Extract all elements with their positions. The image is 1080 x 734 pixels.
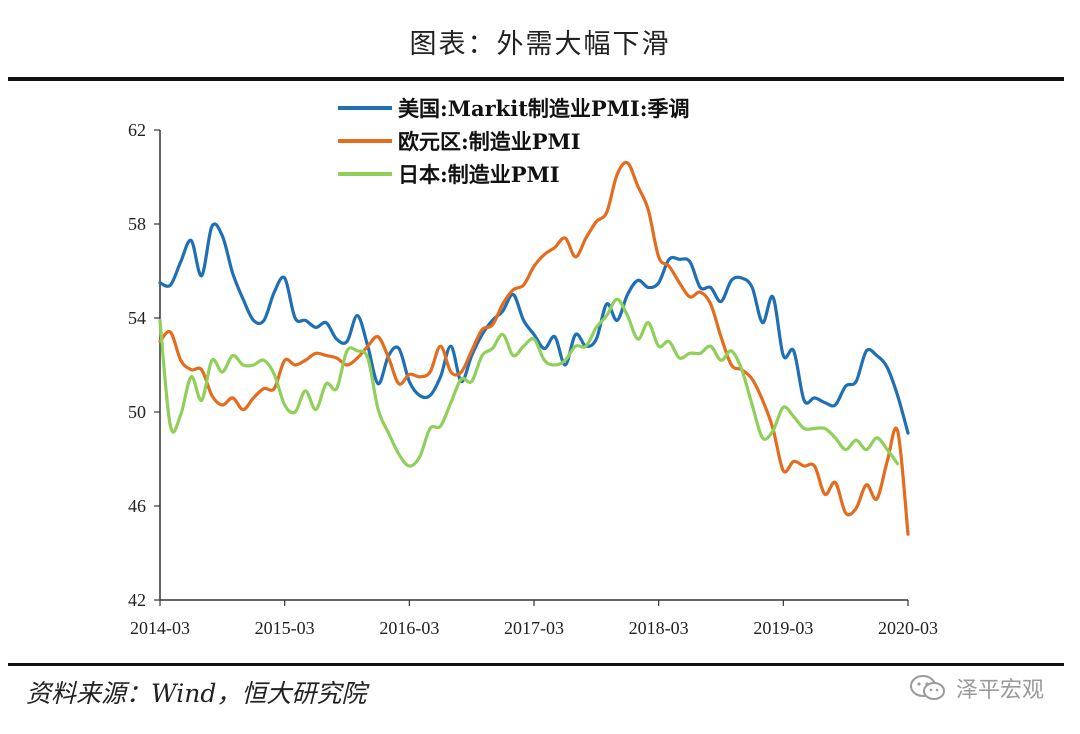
x-tick-label: 2015-03	[255, 618, 315, 638]
brand-watermark: 泽平宏观	[908, 672, 1044, 704]
y-tick-label: 62	[128, 120, 146, 140]
x-tick-label: 2016-03	[379, 618, 439, 638]
source-note: 资料来源：Wind，恒大研究院	[26, 679, 367, 708]
legend-label-1: 欧元区:制造业PMI	[398, 129, 581, 154]
y-tick-label: 46	[128, 496, 146, 516]
series-line-0	[158, 222, 910, 435]
chart-axes: 42 46 50 54 58 62 2014-03 2015-03 2016-03 2017-03…	[128, 120, 938, 638]
top-rule	[8, 77, 1064, 81]
series-layer	[158, 160, 910, 536]
series-line-2	[158, 297, 900, 468]
y-tick-label: 42	[128, 590, 146, 610]
y-tick-label: 54	[128, 308, 146, 328]
x-tick-label: 2019-03	[753, 618, 813, 638]
legend-label-2: 日本:制造业PMI	[398, 162, 560, 187]
brand-name: 泽平宏观	[955, 678, 1044, 703]
x-tick-label: 2020-03	[878, 618, 938, 638]
bottom-rule	[8, 663, 1064, 666]
y-tick-label: 50	[128, 402, 146, 422]
chart-title: 图表：外需大幅下滑	[409, 29, 671, 60]
x-tick-label: 2017-03	[504, 618, 564, 638]
y-tick-label: 58	[128, 214, 146, 234]
legend-label-0: 美国:Markit制造业PMI:季调	[398, 96, 690, 121]
series-line-1	[158, 160, 910, 536]
x-tick-label: 2014-03	[130, 618, 190, 638]
x-tick-label: 2018-03	[629, 618, 689, 638]
wechat-icon	[909, 675, 945, 700]
